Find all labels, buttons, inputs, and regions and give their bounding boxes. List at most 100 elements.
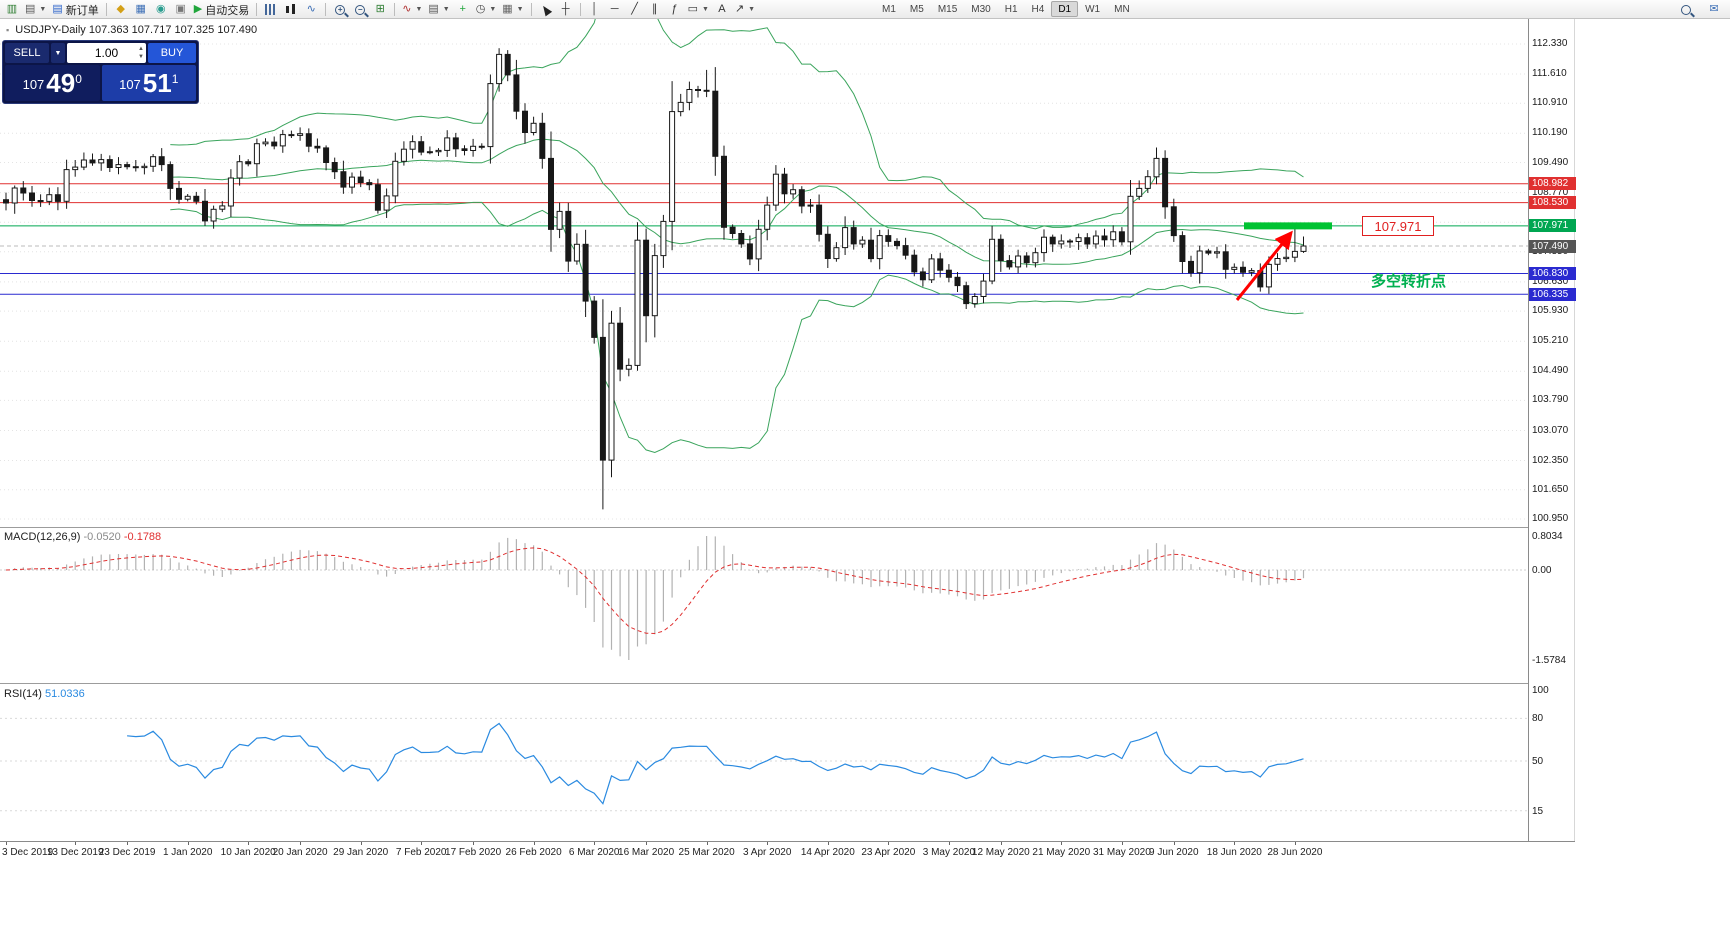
ohlc-close: 107.490 (217, 24, 258, 36)
volume-value: 1.00 (94, 46, 119, 60)
chevron-down-icon: ▼ (39, 6, 47, 13)
bar-chart-icon (265, 4, 278, 15)
time-tick (1173, 842, 1175, 845)
rsi-axis-label: 50 (1532, 756, 1544, 767)
line-chart-button[interactable]: ∿ (301, 1, 321, 18)
add-indicator-button[interactable]: + (453, 1, 473, 18)
rsi-axis-label: 100 (1532, 685, 1549, 696)
horizontal-line-button[interactable]: ─ (605, 1, 625, 18)
shapes-icon: ▭ (687, 3, 699, 15)
time-tick (300, 842, 302, 845)
macd-canvas[interactable] (0, 528, 1528, 683)
terminal-button[interactable]: ▣ (171, 1, 191, 18)
time-tick (646, 842, 648, 845)
date-label: 29 Jan 2020 (333, 847, 389, 858)
candlestick-chart-icon (285, 4, 298, 15)
channel-button[interactable]: ∥ (645, 1, 665, 18)
templates-button[interactable]: ▦ ▼ (499, 1, 526, 18)
data-window-icon: ▦ (135, 3, 146, 15)
main-chart-canvas[interactable] (0, 19, 1528, 527)
line-chart-icon: ∿ (306, 3, 316, 15)
indicators-button[interactable]: ∿ ▼ (399, 1, 425, 18)
time-tick (6, 842, 7, 845)
time-tick (1000, 842, 1002, 845)
price-annotation-text: 107.971 (1374, 218, 1422, 234)
trendline-button[interactable]: ╱ (625, 1, 645, 18)
price-annotation-box[interactable]: 107.971 (1362, 216, 1434, 236)
fibonacci-button[interactable]: ƒ (665, 1, 685, 18)
volume-down-icon[interactable]: ▼ (138, 54, 144, 60)
price-label: 109.490 (1532, 156, 1569, 168)
price-label: 108.770 (1532, 186, 1569, 198)
timeframe-d1[interactable]: D1 (1051, 1, 1079, 17)
timeframe-m5[interactable]: M5 (909, 4, 924, 15)
timeframe-h4[interactable]: H4 (1031, 4, 1045, 15)
market-watch-icon: ◆ (116, 3, 125, 15)
bid-price[interactable]: 107 49 0 (5, 65, 100, 101)
bar-chart-button[interactable] (261, 1, 281, 18)
price-axis[interactable]: 112.330 111.610 110.910 110.190 109.490 108.7… (1528, 19, 1576, 841)
search-icon[interactable] (1676, 1, 1696, 18)
candlestick-chart-button[interactable] (281, 1, 301, 18)
time-tick (187, 842, 189, 845)
profiles-button[interactable]: ▤ ▼ (22, 1, 49, 18)
sell-button[interactable]: SELL (5, 43, 49, 63)
macd-panel-separator[interactable] (0, 527, 1575, 528)
ask-price[interactable]: 107 51 1 (101, 65, 196, 101)
price-label: 105.210 (1532, 335, 1569, 347)
navigator-icon: ◉ (155, 3, 166, 15)
symbol-marker-icon: ▪ (6, 25, 10, 35)
market-watch-button[interactable]: ◆ (111, 1, 131, 18)
time-tick (948, 842, 950, 845)
timeframe-m1[interactable]: M1 (882, 4, 896, 15)
new-chart-button[interactable]: ▥ (2, 1, 22, 18)
rsi-panel-separator[interactable] (0, 683, 1575, 684)
text-button[interactable]: A (712, 1, 732, 18)
timeframe-m15[interactable]: M15 (937, 4, 958, 15)
new-order-button[interactable]: ▤ 新订单 (52, 3, 99, 17)
timeframe-mn[interactable]: MN (1114, 4, 1130, 15)
date-label: 3 May 2020 (922, 847, 976, 858)
shapes-button[interactable]: ▭ ▼ (685, 1, 712, 18)
navigator-button[interactable]: ◉ (151, 1, 171, 18)
rsi-canvas[interactable] (0, 684, 1528, 840)
periods-button[interactable]: ◷ ▼ (473, 1, 500, 18)
date-label: 21 May 2020 (1032, 847, 1091, 858)
community-icon[interactable]: ✉ (1709, 3, 1719, 15)
bid-prefix: 107 (22, 77, 45, 92)
timeframe-m30[interactable]: M30 (971, 4, 991, 15)
turning-point-note[interactable]: 多空转折点 (1371, 270, 1446, 291)
buy-button[interactable]: BUY (148, 43, 196, 63)
indicator-list-button[interactable]: ▤ ▼ (425, 1, 452, 18)
indicator-list-icon: ▤ (428, 3, 439, 15)
zoom-out-button[interactable]: − (350, 1, 370, 18)
rsi-value: 51.0336 (44, 688, 85, 700)
toolbar: ▥ ▤ ▼ ▤ 新订单 ◆ ▦ ◉ ▣ ▶ 自动交易 ∿ + − ⊞ ∿ ▼ ▤ ▼ + ◷ ▼ ▦ ▼ ┼ │ ─ ╱ ∥ ƒ ▭ ▼ A ↗ ▼… (0, 0, 1730, 19)
templates-icon: ▦ (502, 3, 513, 15)
autotrading-button[interactable]: ▶ 自动交易 (193, 3, 250, 17)
vertical-line-button[interactable]: │ (585, 1, 605, 18)
date-label: 7 Feb 2020 (395, 847, 447, 858)
timeframe-h1[interactable]: H1 (1004, 4, 1018, 15)
toolbar-separator (530, 3, 532, 16)
price-label: 112.330 (1532, 38, 1568, 49)
autotrading-icon: ▶ (193, 3, 203, 15)
zoom-in-button[interactable]: + (330, 1, 350, 18)
cursor-icon (539, 3, 552, 16)
symbol-title: USDJPY-Daily (15, 24, 86, 36)
arrows-button[interactable]: ↗ ▼ (732, 1, 758, 18)
time-tick (767, 842, 769, 845)
volume-input[interactable]: 1.00 ▲ ▼ (67, 43, 146, 63)
toolbar-separator (394, 3, 396, 16)
timeframe-w1[interactable]: W1 (1085, 4, 1101, 15)
date-label: 3 Apr 2020 (743, 847, 792, 858)
tile-windows-button[interactable]: ⊞ (370, 1, 390, 18)
new-order-icon: ▤ (52, 3, 63, 15)
data-window-button[interactable]: ▦ (131, 1, 151, 18)
time-axis[interactable]: 3 Dec 2019 13 Dec 2019 23 Dec 2019 1 Jan 20… (0, 841, 1575, 860)
volume-up-icon[interactable]: ▲ (138, 46, 144, 52)
volume-dropdown[interactable]: ▼ (51, 43, 65, 63)
cursor-button[interactable] (536, 1, 556, 18)
crosshair-button[interactable]: ┼ (556, 1, 576, 18)
price-label: 105.930 (1532, 305, 1569, 317)
